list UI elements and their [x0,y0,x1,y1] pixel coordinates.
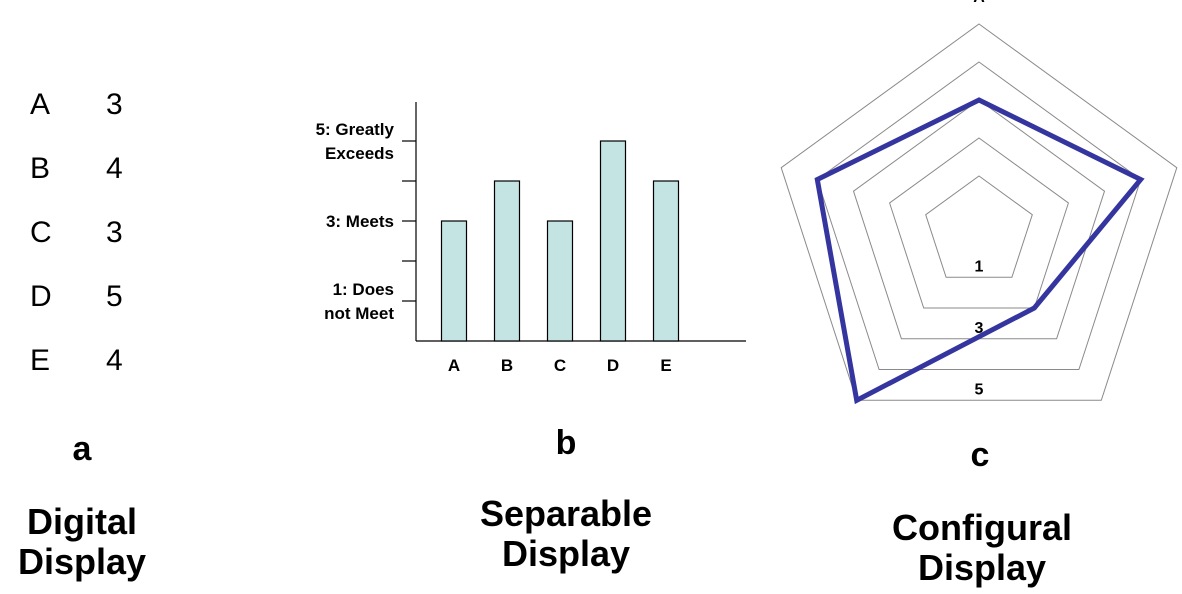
caption-configural-display: Configural Display [862,508,1102,588]
y-tick-label: 3: Meets [326,212,394,231]
digital-label: E [30,344,51,377]
digital-value: 3 [106,216,123,249]
digital-value: 4 [106,152,123,185]
caption-line-2: Display [17,541,147,582]
y-tick-label: Exceeds [325,144,394,163]
radar-ring [852,99,1106,340]
caption-line-2: Display [917,547,1047,588]
x-tick-label: B [501,356,513,375]
radar-chart: 135ABCDE [760,0,1178,405]
radar-ring [889,137,1069,309]
digital-label: C [30,216,52,249]
y-tick-label: 1: Does [333,280,394,299]
radar-ring [780,23,1178,401]
y-tick-label: not Meet [324,304,394,323]
radar-ring [816,61,1142,370]
radar-series-line [814,97,1145,405]
radar-ring-label: 3 [975,320,984,337]
digital-value: 4 [106,344,123,377]
y-tick-label: 5: Greatly [316,120,395,139]
x-tick-label: E [660,356,671,375]
bar-chart: 1: Does not Meet 3: Meets 5: Greatly Exceeds… [316,102,746,375]
caption-digital-display: Digital Display [0,502,164,582]
digital-value: 5 [106,280,123,313]
bar [546,220,574,342]
bar [493,180,521,342]
digital-label: A [30,88,51,121]
x-tick-label: A [448,356,460,375]
radar-axis-label: A [973,0,985,6]
digital-label: D [30,280,52,313]
bar [652,180,680,342]
caption-line-1: Separable [479,493,653,534]
radar-spoke [979,168,1177,232]
digital-label: B [30,152,51,185]
caption-line-1: Configural [892,507,1072,548]
caption-line-1: Digital [26,501,137,542]
caption-separable-display: Separable Display [456,494,676,574]
caption-line-2: Display [501,533,631,574]
panel-letter-c: c [970,436,990,474]
radar-ring [925,175,1033,278]
x-tick-label: C [554,356,566,375]
radar-spoke [781,168,979,232]
panel-letter-b: b [555,424,577,462]
radar-ring-label: 1 [975,258,984,275]
x-tick-label: D [607,356,619,375]
bar [440,220,468,342]
bar [599,140,627,342]
panel-letter-a: a [72,430,92,468]
radar-ring-label: 5 [975,381,984,398]
digital-value: 3 [106,88,123,121]
